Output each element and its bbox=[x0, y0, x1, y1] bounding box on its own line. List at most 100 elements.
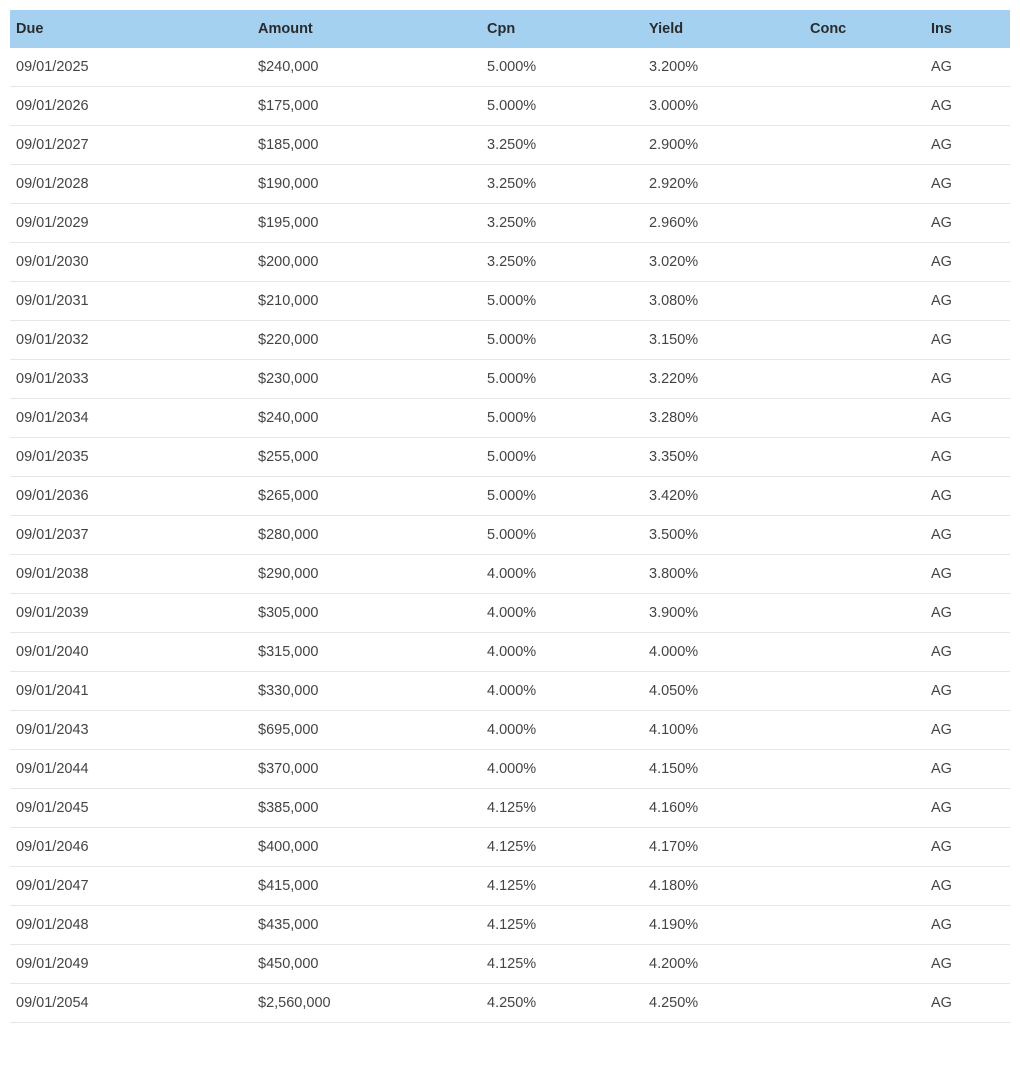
table-row: 09/01/2025$240,0005.000%3.200%AG bbox=[10, 48, 1010, 87]
cell-yield: 4.200% bbox=[643, 945, 804, 984]
col-header-yield[interactable]: Yield bbox=[643, 10, 804, 48]
table-row: 09/01/2040$315,0004.000%4.000%AG bbox=[10, 633, 1010, 672]
cell-cpn: 4.125% bbox=[481, 945, 643, 984]
cell-ins: AG bbox=[925, 984, 1010, 1023]
col-header-cpn[interactable]: Cpn bbox=[481, 10, 643, 48]
cell-yield: 4.050% bbox=[643, 672, 804, 711]
col-header-amount[interactable]: Amount bbox=[252, 10, 481, 48]
cell-cpn: 4.000% bbox=[481, 633, 643, 672]
cell-amount: $385,000 bbox=[252, 789, 481, 828]
cell-conc bbox=[804, 204, 925, 243]
cell-yield: 3.020% bbox=[643, 243, 804, 282]
cell-amount: $315,000 bbox=[252, 633, 481, 672]
table-row: 09/01/2036$265,0005.000%3.420%AG bbox=[10, 477, 1010, 516]
cell-ins: AG bbox=[925, 945, 1010, 984]
cell-due: 09/01/2031 bbox=[10, 282, 252, 321]
cell-conc bbox=[804, 945, 925, 984]
cell-due: 09/01/2034 bbox=[10, 399, 252, 438]
cell-due: 09/01/2046 bbox=[10, 828, 252, 867]
cell-yield: 3.000% bbox=[643, 87, 804, 126]
cell-cpn: 4.000% bbox=[481, 594, 643, 633]
col-header-due[interactable]: Due bbox=[10, 10, 252, 48]
cell-ins: AG bbox=[925, 828, 1010, 867]
cell-amount: $415,000 bbox=[252, 867, 481, 906]
cell-amount: $240,000 bbox=[252, 399, 481, 438]
cell-conc bbox=[804, 360, 925, 399]
cell-ins: AG bbox=[925, 867, 1010, 906]
cell-due: 09/01/2044 bbox=[10, 750, 252, 789]
cell-conc bbox=[804, 87, 925, 126]
table-row: 09/01/2047$415,0004.125%4.180%AG bbox=[10, 867, 1010, 906]
cell-cpn: 5.000% bbox=[481, 360, 643, 399]
cell-ins: AG bbox=[925, 516, 1010, 555]
cell-cpn: 3.250% bbox=[481, 126, 643, 165]
col-header-conc[interactable]: Conc bbox=[804, 10, 925, 48]
cell-cpn: 5.000% bbox=[481, 282, 643, 321]
cell-yield: 3.900% bbox=[643, 594, 804, 633]
cell-yield: 3.080% bbox=[643, 282, 804, 321]
cell-due: 09/01/2033 bbox=[10, 360, 252, 399]
cell-due: 09/01/2032 bbox=[10, 321, 252, 360]
cell-ins: AG bbox=[925, 750, 1010, 789]
table-row: 09/01/2044$370,0004.000%4.150%AG bbox=[10, 750, 1010, 789]
table-row: 09/01/2029$195,0003.250%2.960%AG bbox=[10, 204, 1010, 243]
cell-due: 09/01/2025 bbox=[10, 48, 252, 87]
cell-yield: 3.220% bbox=[643, 360, 804, 399]
cell-cpn: 4.000% bbox=[481, 711, 643, 750]
cell-ins: AG bbox=[925, 399, 1010, 438]
cell-cpn: 5.000% bbox=[481, 477, 643, 516]
cell-conc bbox=[804, 165, 925, 204]
cell-yield: 2.960% bbox=[643, 204, 804, 243]
table-row: 09/01/2033$230,0005.000%3.220%AG bbox=[10, 360, 1010, 399]
cell-conc bbox=[804, 867, 925, 906]
cell-due: 09/01/2045 bbox=[10, 789, 252, 828]
cell-due: 09/01/2026 bbox=[10, 87, 252, 126]
cell-cpn: 4.000% bbox=[481, 672, 643, 711]
cell-ins: AG bbox=[925, 672, 1010, 711]
table-row: 09/01/2038$290,0004.000%3.800%AG bbox=[10, 555, 1010, 594]
cell-conc bbox=[804, 828, 925, 867]
cell-conc bbox=[804, 750, 925, 789]
cell-cpn: 5.000% bbox=[481, 48, 643, 87]
table-row: 09/01/2043$695,0004.000%4.100%AG bbox=[10, 711, 1010, 750]
cell-yield: 4.000% bbox=[643, 633, 804, 672]
cell-ins: AG bbox=[925, 48, 1010, 87]
cell-ins: AG bbox=[925, 633, 1010, 672]
cell-cpn: 5.000% bbox=[481, 87, 643, 126]
cell-yield: 2.920% bbox=[643, 165, 804, 204]
cell-conc bbox=[804, 594, 925, 633]
cell-due: 09/01/2035 bbox=[10, 438, 252, 477]
cell-amount: $195,000 bbox=[252, 204, 481, 243]
cell-conc bbox=[804, 477, 925, 516]
cell-conc bbox=[804, 438, 925, 477]
cell-amount: $280,000 bbox=[252, 516, 481, 555]
cell-amount: $210,000 bbox=[252, 282, 481, 321]
cell-cpn: 5.000% bbox=[481, 321, 643, 360]
cell-amount: $400,000 bbox=[252, 828, 481, 867]
cell-conc bbox=[804, 711, 925, 750]
table-header-row: Due Amount Cpn Yield Conc Ins bbox=[10, 10, 1010, 48]
col-header-ins[interactable]: Ins bbox=[925, 10, 1010, 48]
cell-due: 09/01/2047 bbox=[10, 867, 252, 906]
cell-amount: $265,000 bbox=[252, 477, 481, 516]
table-row: 09/01/2031$210,0005.000%3.080%AG bbox=[10, 282, 1010, 321]
bond-maturity-table: Due Amount Cpn Yield Conc Ins 09/01/2025… bbox=[10, 10, 1010, 1023]
cell-yield: 4.190% bbox=[643, 906, 804, 945]
cell-amount: $290,000 bbox=[252, 555, 481, 594]
cell-cpn: 3.250% bbox=[481, 165, 643, 204]
cell-due: 09/01/2039 bbox=[10, 594, 252, 633]
cell-amount: $255,000 bbox=[252, 438, 481, 477]
cell-amount: $330,000 bbox=[252, 672, 481, 711]
cell-due: 09/01/2037 bbox=[10, 516, 252, 555]
cell-amount: $370,000 bbox=[252, 750, 481, 789]
cell-yield: 3.280% bbox=[643, 399, 804, 438]
cell-due: 09/01/2048 bbox=[10, 906, 252, 945]
cell-yield: 4.170% bbox=[643, 828, 804, 867]
cell-cpn: 5.000% bbox=[481, 399, 643, 438]
cell-cpn: 5.000% bbox=[481, 516, 643, 555]
cell-due: 09/01/2041 bbox=[10, 672, 252, 711]
cell-cpn: 4.125% bbox=[481, 867, 643, 906]
cell-due: 09/01/2027 bbox=[10, 126, 252, 165]
cell-ins: AG bbox=[925, 477, 1010, 516]
cell-yield: 4.150% bbox=[643, 750, 804, 789]
